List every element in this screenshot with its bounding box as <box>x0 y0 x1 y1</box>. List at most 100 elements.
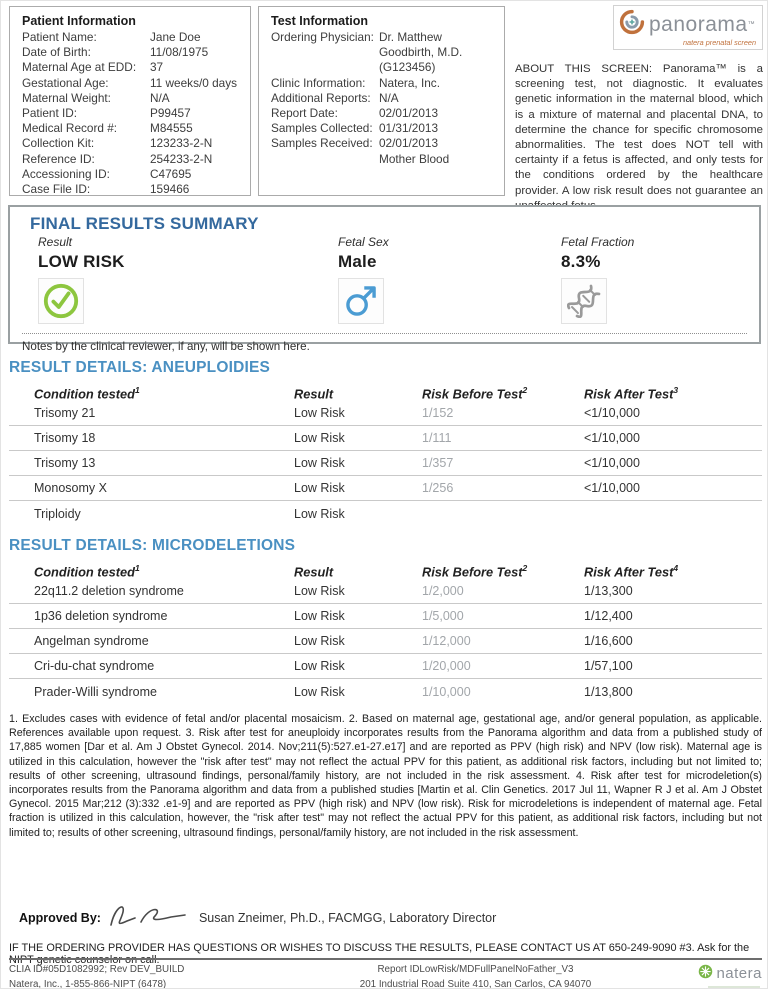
field-value: 02/01/2013 <box>379 106 439 121</box>
field-value: C47695 <box>150 166 192 181</box>
microdeletions-title: RESULT DETAILS: MICRODELETIONS <box>9 537 296 554</box>
natera-address: 201 Industrial Road Suite 410, San Carlo… <box>359 978 592 989</box>
col-header-risk-after: Risk After Test3 <box>584 385 679 402</box>
patient-row: Date of Birth: 11/08/1975 <box>22 45 240 60</box>
summary-divider <box>22 333 747 334</box>
col-header-risk-after: Risk After Test4 <box>584 563 679 580</box>
natera-logo: natera <box>642 964 762 985</box>
field-value: 11/08/1975 <box>150 45 209 60</box>
risk-before-cell: 1/2,000 <box>422 584 464 599</box>
field-value: N/A <box>150 90 170 105</box>
summary-result-col: Result LOW RISK <box>38 235 338 324</box>
aneuploidies-table-header: Condition tested1 Result Risk Before Tes… <box>9 385 762 401</box>
field-label: Medical Record #: <box>22 121 118 136</box>
field-label: Additional Reports: <box>271 90 371 105</box>
result-value: LOW RISK <box>38 252 125 271</box>
result-cell: Low Risk <box>294 406 345 421</box>
risk-before-cell: 1/12,000 <box>422 634 471 649</box>
result-cell: Low Risk <box>294 506 345 521</box>
risk-before-cell: 1/357 <box>422 456 454 471</box>
footer-right: natera <box>642 963 762 988</box>
field-value: 123233-2-N <box>150 136 213 151</box>
patient-row: Maternal Age at EDD: 37 <box>22 60 240 75</box>
risk-before-cell: 1/20,000 <box>422 659 471 674</box>
patient-row: Reference ID: 254233-2-N <box>22 152 240 167</box>
table-row: 22q11.2 deletion syndrome Low Risk 1/2,000… <box>9 579 762 605</box>
result-cell: Low Risk <box>294 659 345 674</box>
field-value: Jane Doe <box>150 30 201 44</box>
test-info-title: Test Information <box>271 14 368 28</box>
risk-after-cell: <1/10,000 <box>584 431 640 446</box>
field-label: Date of Birth: <box>22 45 91 60</box>
col-header-result: Result <box>294 386 334 402</box>
microdeletions-table-header: Condition tested1 Result Risk Before Tes… <box>9 563 762 579</box>
risk-after-cell: <1/10,000 <box>584 406 640 421</box>
condition-cell: 1p36 deletion syndrome <box>34 609 168 624</box>
result-cell: Low Risk <box>294 684 345 699</box>
table-row: Cri-du-chat syndrome Low Risk 1/20,000 1/57… <box>9 654 762 680</box>
test-row: Samples Received: 02/01/2013 <box>271 136 494 151</box>
condition-cell: Cri-du-chat syndrome <box>34 659 155 674</box>
patient-row: Collection Kit: 123233-2-N <box>22 136 240 151</box>
result-label: Result <box>38 235 73 249</box>
result-cell: Low Risk <box>294 584 345 599</box>
approval-row: Approved By: Susan Zneimer, Ph.D., FACMG… <box>19 899 496 936</box>
clia-id: CLIA ID#05D1082992; Rev DEV_BUILD <box>9 964 185 975</box>
risk-after-cell: 1/57,100 <box>584 659 633 674</box>
fetal-fraction-label: Fetal Fraction <box>561 235 635 249</box>
col-header-condition: Condition tested1 <box>34 563 140 580</box>
field-label: Maternal Age at EDD: <box>22 60 137 75</box>
patient-row: Patient ID: P99457 <box>22 106 240 121</box>
risk-after-cell: 1/13,300 <box>584 584 633 599</box>
condition-cell: Trisomy 18 <box>34 431 96 446</box>
footer-center: Report IDLowRisk/MDFullPanelNoFather_V3 … <box>309 963 642 989</box>
field-value: Dr. Matthew Goodbirth, M.D. (G123456) <box>379 30 463 75</box>
risk-before-cell: 1/111 <box>422 431 452 446</box>
col-header-risk-before: Risk Before Test2 <box>422 563 528 580</box>
patient-row: Accessioning ID: C47695 <box>22 167 240 182</box>
footnotes-text: 1. Excludes cases with evidence of fetal… <box>9 713 762 839</box>
summary-fetal-fraction-col: Fetal Fraction 8.3% <box>561 235 759 324</box>
panorama-logo-subtitle: natera prenatal screen <box>682 38 756 47</box>
risk-before-cell: 1/152 <box>422 406 454 421</box>
table-row: Triploidy Low Risk <box>9 501 762 526</box>
field-label: Patient Name: <box>22 30 97 44</box>
result-cell: Low Risk <box>294 609 345 624</box>
col-header-result: Result <box>294 564 334 580</box>
risk-before-cell: 1/5,000 <box>422 609 464 624</box>
summary-fetal-sex-col: Fetal Sex Male <box>338 235 561 324</box>
condition-cell: Monosomy X <box>34 481 107 496</box>
result-cell: Low Risk <box>294 456 345 471</box>
male-symbol-icon <box>338 278 384 324</box>
summary-title: FINAL RESULTS SUMMARY <box>30 214 259 233</box>
test-info-box: Test Information Ordering Physician: Dr. … <box>258 6 505 196</box>
field-value: 01/31/2013 <box>379 121 439 136</box>
test-row: Samples Collected: 01/31/2013 <box>271 121 494 136</box>
field-label: Samples Collected: <box>271 121 373 136</box>
trademark-symbol: ™ <box>747 21 755 28</box>
test-row: Ordering Physician: Dr. Matthew Goodbirth… <box>271 30 494 76</box>
condition-cell: 22q11.2 deletion syndrome <box>34 584 184 599</box>
test-row: Mother Blood <box>271 152 494 167</box>
field-label <box>271 152 379 167</box>
footer-left: CLIA ID#05D1082992; Rev DEV_BUILD Natera… <box>9 963 309 989</box>
field-value: N/A <box>379 90 399 105</box>
result-cell: Low Risk <box>294 431 345 446</box>
approver-name: Susan Zneimer, Ph.D., FACMGG, Laboratory… <box>198 910 497 925</box>
field-value: 37 <box>150 60 164 75</box>
risk-after-cell: 1/16,600 <box>584 634 633 649</box>
aneuploidies-title: RESULT DETAILS: ANEUPLOIDIES <box>9 359 271 376</box>
condition-cell: Prader-Willi syndrome <box>34 684 157 699</box>
field-value: 254233-2-N <box>150 151 213 166</box>
table-row: Prader-Willi syndrome Low Risk 1/10,000 1/1… <box>9 679 762 704</box>
col-header-condition: Condition tested1 <box>34 385 140 402</box>
natera-phone: Natera, Inc., 1-855-866-NIPT (6478) <box>9 978 167 989</box>
condition-cell: Trisomy 13 <box>34 456 96 471</box>
field-label: Maternal Weight: <box>22 90 111 105</box>
patient-row: Case File ID: 159466 <box>22 182 240 197</box>
panorama-swirl-icon <box>619 9 645 40</box>
patient-row: Medical Record #: M84555 <box>22 121 240 136</box>
col-header-risk-before: Risk Before Test2 <box>422 385 528 402</box>
risk-before-cell: 1/256 <box>422 481 454 496</box>
footer-divider <box>9 958 762 960</box>
